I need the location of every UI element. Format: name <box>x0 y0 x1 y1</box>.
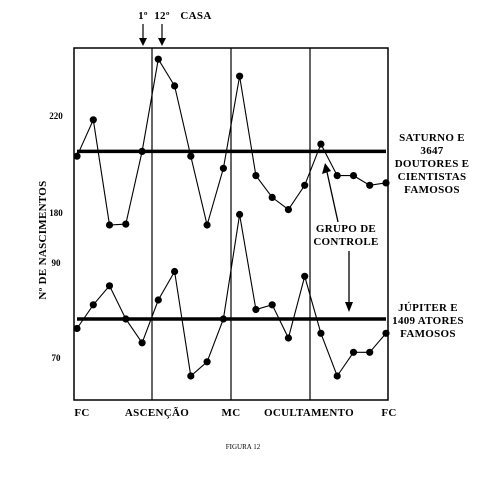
annotation-casa: CASA <box>180 10 211 22</box>
data-point-panel-0-5 <box>154 55 162 63</box>
data-point-panel-0-18 <box>366 181 374 189</box>
data-point-panel-1-8 <box>203 358 211 366</box>
data-point-panel-1-2 <box>105 282 114 290</box>
series-layer <box>73 55 390 380</box>
y-tick-label-bottom-90: 90 <box>52 258 62 268</box>
data-point-panel-0-1 <box>89 116 97 124</box>
data-point-panel-1-4 <box>138 339 146 347</box>
data-point-panel-0-7 <box>187 152 195 160</box>
annotation-arrow-1-head <box>139 38 147 46</box>
data-point-panel-0-2 <box>105 221 114 229</box>
data-point-panel-1-6 <box>171 267 179 276</box>
data-point-panel-0-6 <box>171 82 179 90</box>
y-tick-label-bottom-70: 70 <box>52 353 62 363</box>
legend-saturno-line1: SATURNO E <box>399 132 465 144</box>
y-tick-label-top-220: 220 <box>49 111 63 121</box>
data-point-panel-1-12 <box>268 301 276 309</box>
annotation-sector-1: 1º <box>138 10 148 22</box>
legend-jupiter-line3: FAMOSOS <box>400 328 456 340</box>
data-point-panel-1-5 <box>154 296 162 304</box>
data-point-panel-1-19 <box>382 329 390 337</box>
y-axis-label: Nº DE NASCIMENTOS <box>37 180 49 299</box>
control-arrow-up-head <box>322 163 331 174</box>
data-point-panel-1-15 <box>317 329 325 337</box>
data-point-panel-0-14 <box>301 181 309 189</box>
data-point-panel-1-7 <box>187 372 195 380</box>
legend-saturno-line3: DOUTORES E <box>395 158 470 170</box>
data-point-panel-0-3 <box>122 220 130 228</box>
data-point-panel-0-0 <box>73 152 81 160</box>
data-point-panel-0-16 <box>333 172 341 180</box>
data-point-panel-1-14 <box>301 272 309 280</box>
control-label-line1: GRUPO DE <box>316 223 376 235</box>
legend-saturno-line4: CIENTISTAS <box>398 171 467 183</box>
data-point-panel-1-13 <box>284 334 292 342</box>
control-arrow-down-head <box>345 302 353 312</box>
data-point-panel-1-11 <box>252 305 260 314</box>
x-tick-label-ascencao: ASCENÇÃO <box>125 407 189 419</box>
data-point-panel-1-10 <box>236 210 244 219</box>
annotation-sector-12: 12º <box>154 10 170 22</box>
series-line-panel-0 <box>76 57 387 228</box>
figure-caption: FIGURA 12 <box>226 443 261 451</box>
x-tick-label-ocultamento: OCULTAMENTO <box>264 407 354 419</box>
control-label-line2: CONTROLE <box>313 236 378 248</box>
control-arrow-up-shaft <box>326 171 339 223</box>
data-point-panel-0-12 <box>268 193 276 201</box>
data-point-panel-0-17 <box>349 172 358 180</box>
annotation-arrow-12-head <box>158 38 166 46</box>
data-point-panel-0-10 <box>236 72 244 80</box>
data-point-panel-1-0 <box>73 324 81 333</box>
x-tick-label-fc-start: FC <box>74 407 89 419</box>
data-point-panel-0-15 <box>317 140 325 148</box>
legend-saturno-line2: 3647 <box>420 145 443 157</box>
data-point-panel-1-18 <box>366 348 374 356</box>
data-point-panel-0-9 <box>219 164 227 172</box>
y-tick-label-top-180: 180 <box>49 208 63 218</box>
data-point-panel-0-13 <box>284 206 292 214</box>
data-point-panel-0-19 <box>382 179 390 187</box>
x-tick-label-fc-end: FC <box>381 407 396 419</box>
series-line-panel-1 <box>76 214 387 378</box>
legend-saturno-line5: FAMOSOS <box>404 184 460 196</box>
data-point-panel-0-11 <box>252 172 260 180</box>
legend-jupiter-line2: 1409 ATORES <box>392 315 464 327</box>
data-point-panel-1-16 <box>333 372 341 380</box>
data-point-panel-1-17 <box>349 348 358 356</box>
x-tick-label-mc: MC <box>222 407 241 419</box>
data-point-panel-0-8 <box>203 221 211 229</box>
legend-jupiter-line1: JÚPITER E <box>398 302 458 314</box>
data-point-panel-1-1 <box>89 301 97 309</box>
